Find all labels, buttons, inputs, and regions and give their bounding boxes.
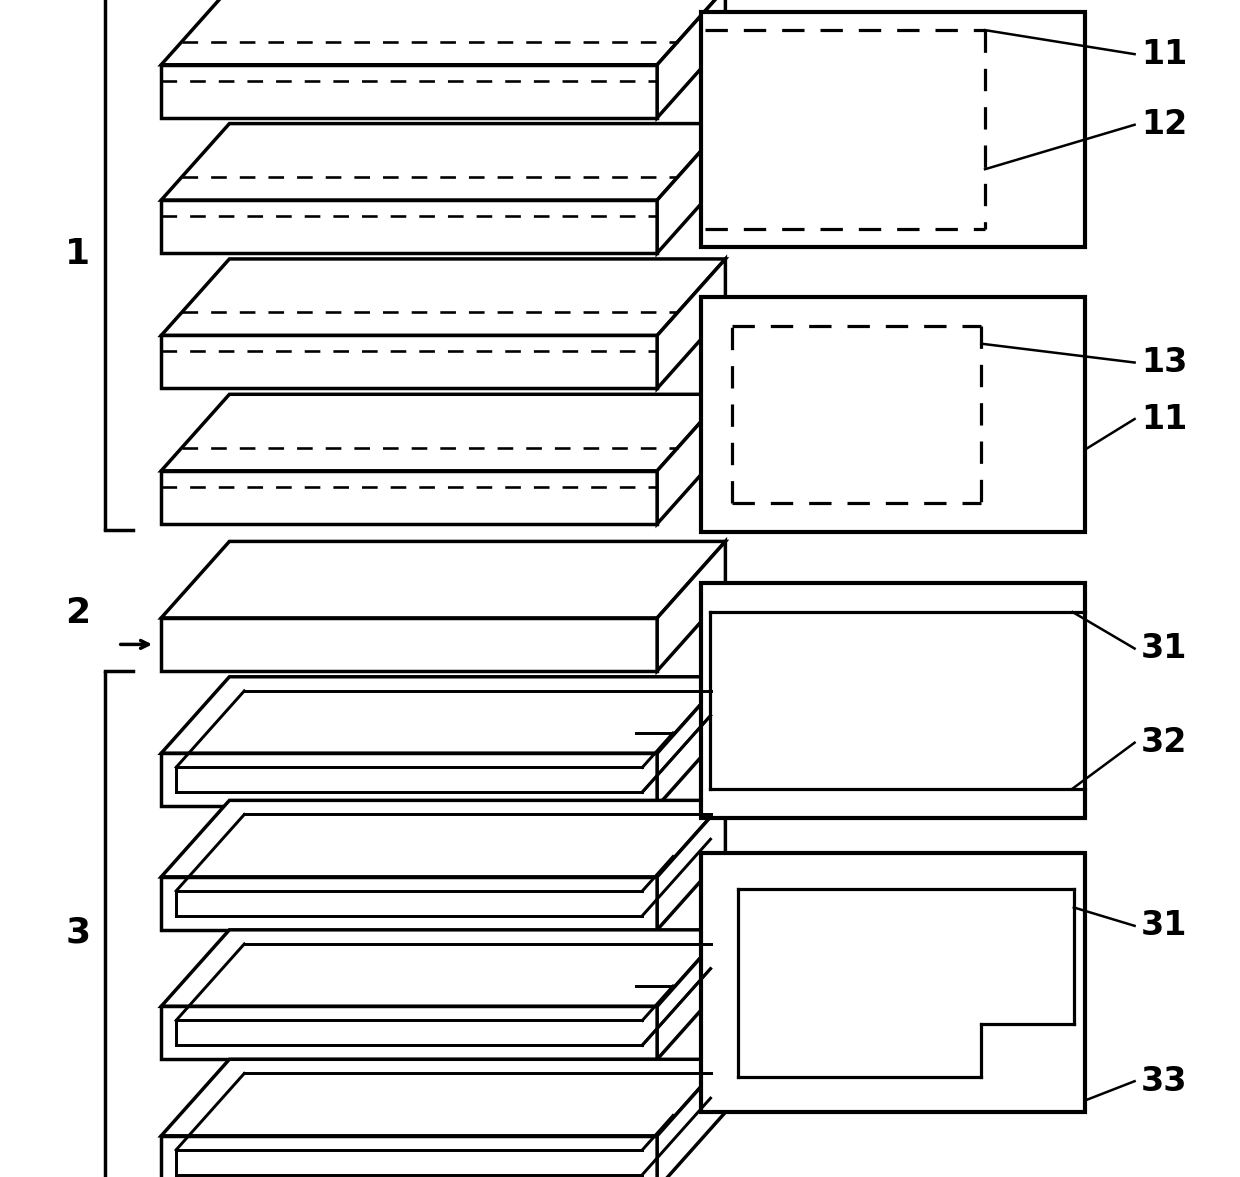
Polygon shape — [657, 541, 725, 671]
Polygon shape — [161, 753, 657, 806]
Bar — [701, 297, 1085, 532]
Polygon shape — [657, 124, 725, 253]
Polygon shape — [657, 259, 725, 388]
Polygon shape — [161, 930, 725, 1006]
Polygon shape — [161, 877, 657, 930]
Polygon shape — [161, 541, 725, 618]
Text: 1: 1 — [66, 238, 91, 271]
Text: 11: 11 — [1141, 403, 1187, 435]
Text: 33: 33 — [1141, 1065, 1188, 1098]
Polygon shape — [161, 124, 725, 200]
Polygon shape — [657, 930, 725, 1059]
Polygon shape — [161, 1059, 725, 1136]
Polygon shape — [161, 65, 657, 118]
Bar — [701, 583, 1085, 818]
Polygon shape — [657, 1059, 725, 1177]
Polygon shape — [161, 471, 657, 524]
Polygon shape — [161, 0, 725, 65]
Polygon shape — [161, 618, 657, 671]
Polygon shape — [161, 394, 725, 471]
Bar — [701, 853, 1085, 1112]
Text: 2: 2 — [66, 597, 91, 631]
Polygon shape — [161, 1136, 657, 1177]
Text: 31: 31 — [1141, 632, 1187, 665]
Polygon shape — [161, 1006, 657, 1059]
Polygon shape — [161, 800, 725, 877]
Polygon shape — [657, 0, 725, 118]
Text: 3: 3 — [66, 916, 91, 950]
Text: 31: 31 — [1141, 910, 1187, 943]
Text: 12: 12 — [1141, 108, 1187, 141]
Polygon shape — [657, 394, 725, 524]
Text: 32: 32 — [1141, 726, 1187, 759]
Polygon shape — [161, 200, 657, 253]
Polygon shape — [657, 677, 725, 806]
Text: 13: 13 — [1141, 346, 1187, 379]
Polygon shape — [161, 259, 725, 335]
Text: 11: 11 — [1141, 38, 1187, 71]
Polygon shape — [161, 335, 657, 388]
Bar — [701, 12, 1085, 247]
Polygon shape — [161, 677, 725, 753]
Polygon shape — [657, 800, 725, 930]
